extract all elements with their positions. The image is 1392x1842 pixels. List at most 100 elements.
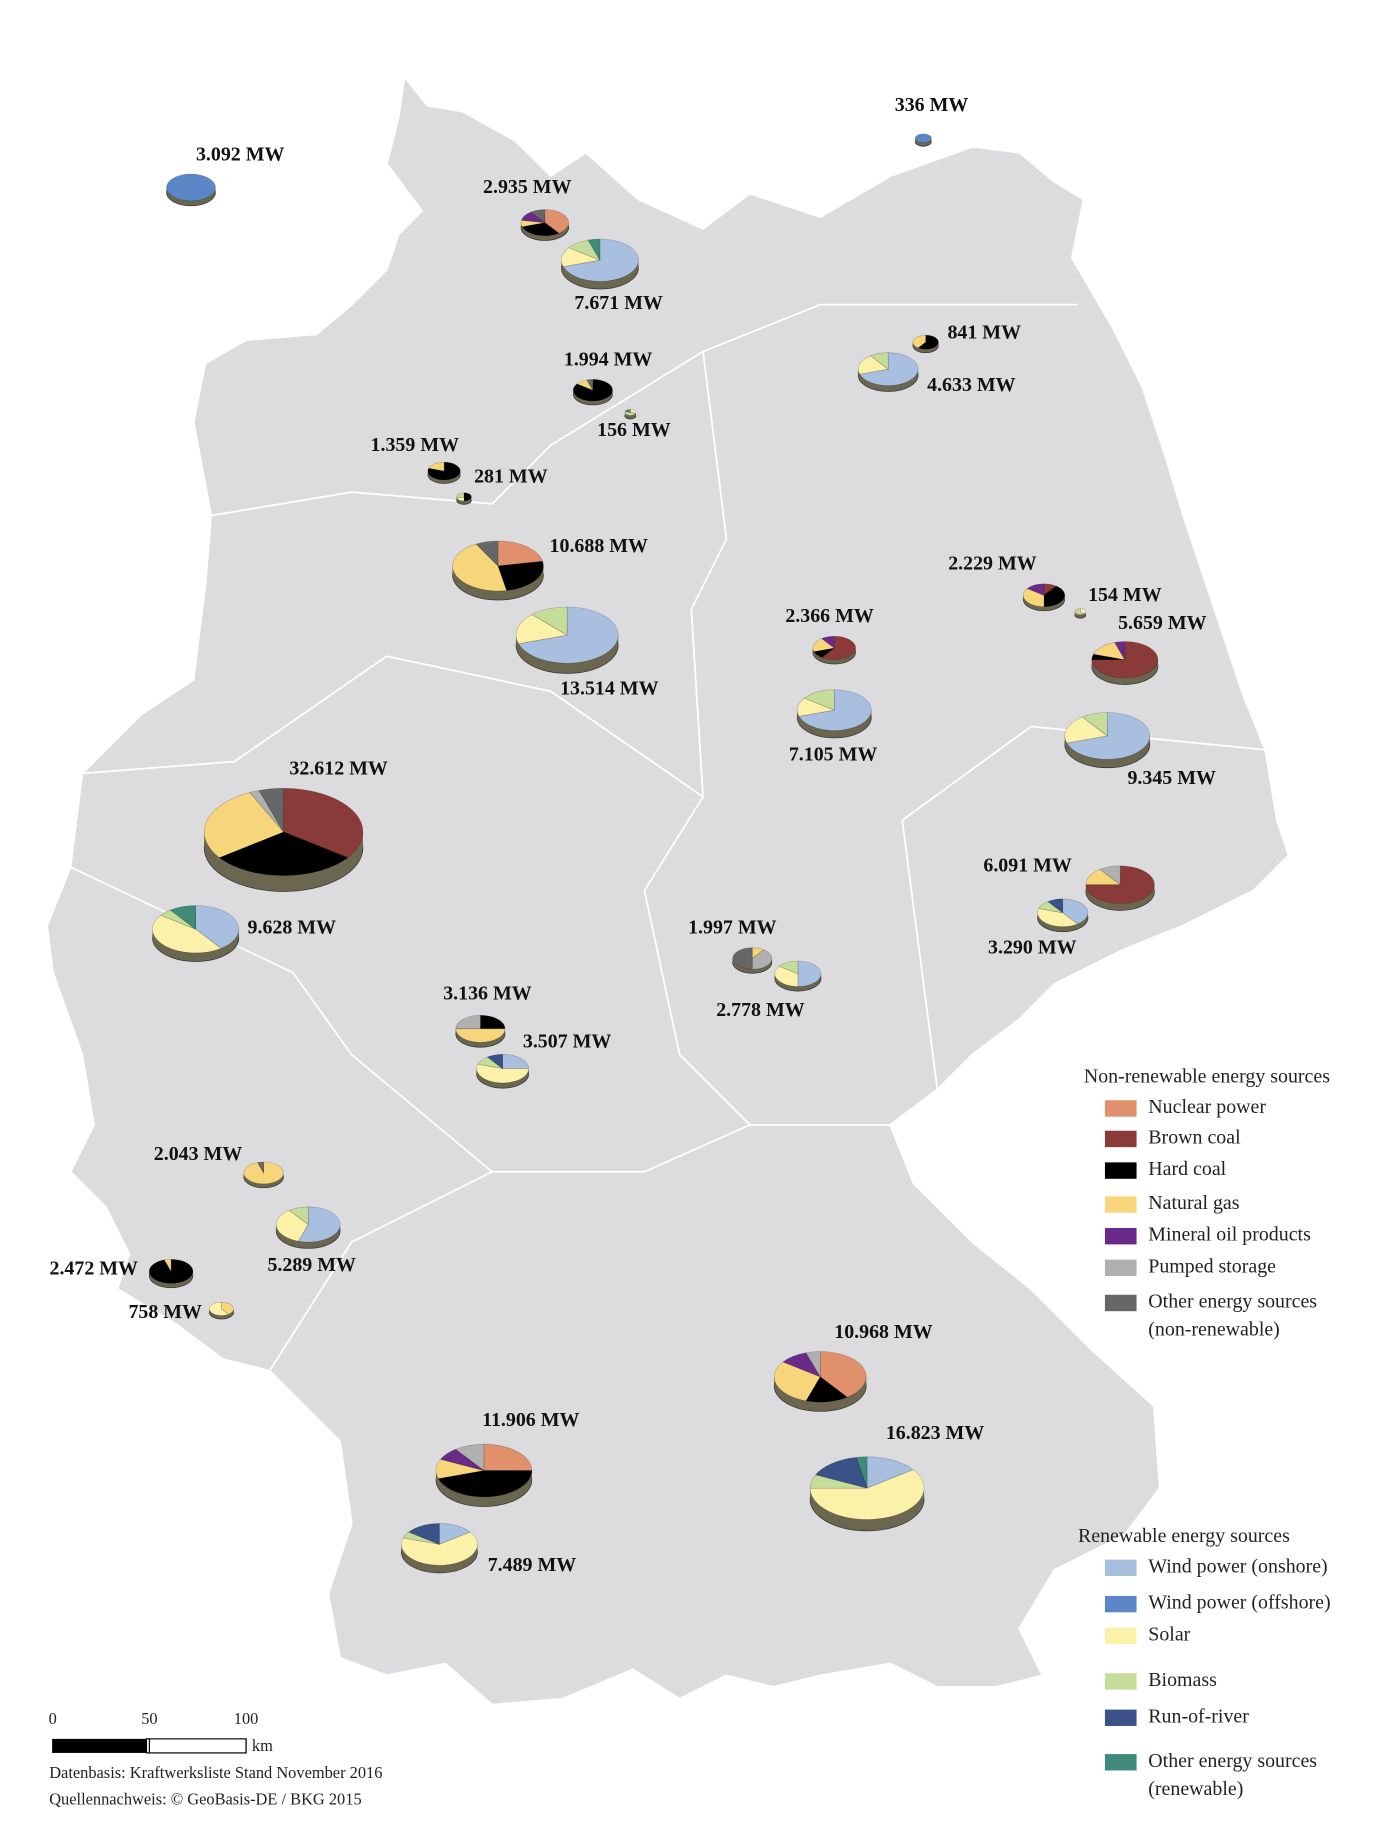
capacity-label: 6.091 MW <box>983 855 1072 877</box>
pie-slice <box>475 540 499 567</box>
pie <box>148 1259 194 1289</box>
pie <box>203 788 364 892</box>
pie-slice <box>1026 583 1045 596</box>
capacity-label: 758 MW <box>128 1301 202 1323</box>
capacity-label: 1.997 MW <box>688 917 777 939</box>
pie-slice <box>782 1352 821 1378</box>
pie-slice <box>455 1028 506 1043</box>
pie-slice <box>568 239 601 261</box>
legend-swatch <box>1104 1673 1137 1690</box>
pie <box>857 352 919 392</box>
pie-slice <box>1043 583 1057 596</box>
capacity-label: 9.628 MW <box>248 917 337 939</box>
legend-swatch <box>1104 1162 1137 1179</box>
capacity-label: 4.633 MW <box>927 374 1016 396</box>
pie <box>1064 712 1151 769</box>
legend-swatch <box>1104 1196 1137 1213</box>
scale-bar-white <box>145 1738 247 1754</box>
capacity-label: 154 MW <box>1088 584 1162 606</box>
pie-slice <box>497 560 544 591</box>
pie <box>401 1523 478 1574</box>
pie-slice <box>427 461 461 481</box>
pie-slice <box>814 1457 868 1489</box>
pie-slice <box>1043 585 1066 607</box>
capacity-label: 2.778 MW <box>716 999 805 1021</box>
pie-slice <box>521 222 560 237</box>
pie-slice <box>1074 608 1085 615</box>
legend-swatch <box>1104 1130 1137 1148</box>
pie-slice <box>914 133 932 143</box>
pie-slice <box>1081 712 1108 737</box>
pie-slice <box>163 1259 172 1273</box>
pie-slice <box>408 1523 440 1545</box>
pie <box>561 238 639 290</box>
legend-label: Pumped storage <box>1148 1255 1276 1277</box>
pie-slice <box>275 1209 309 1242</box>
legend-label: Biomass <box>1148 1669 1217 1691</box>
pie-slice <box>912 334 926 349</box>
pie-slice <box>797 960 822 987</box>
pie-slice <box>530 209 546 224</box>
pie-slice <box>257 1161 264 1174</box>
pie <box>427 461 461 484</box>
pie-slice <box>917 334 939 350</box>
capacity-label: 3.507 MW <box>523 1030 612 1052</box>
pie <box>456 492 472 505</box>
pie <box>515 606 619 674</box>
pie-slice <box>866 1456 914 1489</box>
capacity-label: 5.659 MW <box>1118 612 1207 634</box>
germany-outline <box>45 73 1291 1707</box>
pie-slice <box>1062 898 1089 925</box>
pie-slice <box>587 238 601 262</box>
pie-slice <box>1022 588 1045 607</box>
pie-slice <box>562 238 639 282</box>
capacity-label: 13.514 MW <box>560 678 659 700</box>
legend-label: Nuclear power <box>1148 1096 1266 1118</box>
pie <box>166 173 216 207</box>
pie-slice <box>1066 712 1150 760</box>
pie-slice <box>243 1161 284 1185</box>
pie-slice <box>1085 869 1122 885</box>
pie-slice <box>630 409 637 414</box>
pie <box>520 209 570 241</box>
pie-slice <box>502 1054 529 1069</box>
pie-slice <box>859 352 919 386</box>
pie-slice <box>1080 608 1087 615</box>
capacity-label: 2.366 MW <box>785 605 874 627</box>
pie-slice <box>1047 898 1064 914</box>
pie <box>914 133 932 147</box>
pie <box>476 1054 530 1089</box>
pie-slice <box>773 1361 821 1402</box>
pie <box>152 905 240 962</box>
capacity-label: 2.043 MW <box>154 1143 243 1165</box>
capacity-label: 10.968 MW <box>834 1321 933 1343</box>
legend-label: Wind power (offshore) <box>1148 1592 1330 1614</box>
pie-slice <box>805 1376 848 1403</box>
legend-swatch <box>1104 1227 1137 1245</box>
pie-slice <box>455 1443 485 1472</box>
pie-slice <box>1091 641 1159 679</box>
pie-slice <box>218 831 349 876</box>
capacity-label: 2.229 MW <box>948 552 1037 574</box>
pie-slice <box>531 606 568 636</box>
capacity-label: 11.906 MW <box>482 1409 579 1431</box>
legend-title: Renewable energy sources <box>1078 1525 1290 1547</box>
pie-slice <box>774 965 799 987</box>
pie <box>732 947 773 974</box>
capacity-label: 3.136 MW <box>443 982 532 1004</box>
pie-slice <box>518 606 619 664</box>
legend-label: (renewable) <box>1148 1778 1243 1800</box>
capacity-label: 1.359 MW <box>371 434 460 456</box>
source-note: Datenbasis: Kraftwerksliste Stand Novemb… <box>49 1763 382 1782</box>
pie-slice <box>821 635 835 649</box>
pie-slice <box>455 1014 481 1030</box>
pie-slice <box>209 1301 230 1316</box>
pie <box>572 379 613 406</box>
capacity-label: 281 MW <box>474 466 548 488</box>
pie <box>435 1443 533 1507</box>
pie-slice <box>452 543 507 592</box>
pie-slice <box>544 209 569 234</box>
pie-slice <box>1085 865 1155 904</box>
capacity-label: 7.105 MW <box>789 743 878 765</box>
capacity-label: 3.092 MW <box>196 143 285 165</box>
